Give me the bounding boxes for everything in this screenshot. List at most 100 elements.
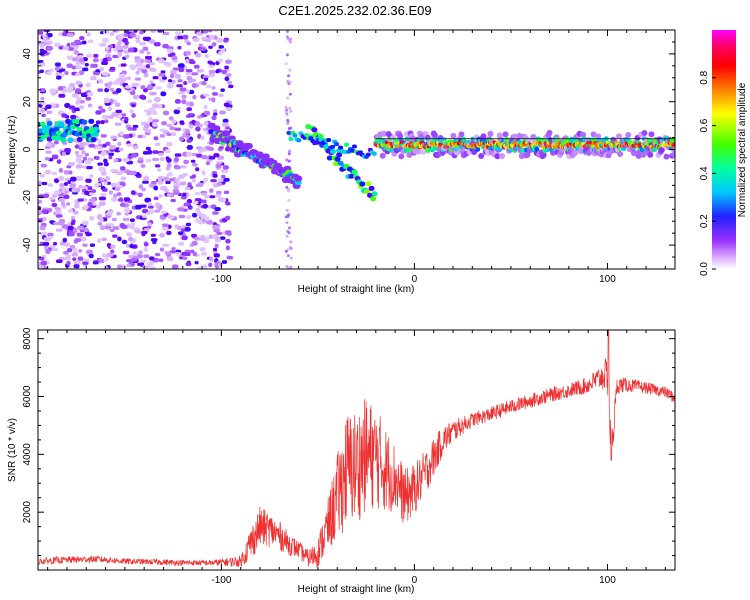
y-tick-label: 40 (22, 48, 33, 60)
heatmap-cell (206, 84, 212, 89)
heatmap-cell (195, 167, 200, 172)
heatmap-cell (200, 252, 207, 256)
heatmap-cell (58, 197, 66, 203)
snr-series-line (38, 330, 675, 567)
heatmap-cell (220, 88, 225, 92)
heatmap-cell (285, 112, 289, 116)
heatmap-cell (224, 76, 230, 82)
colorbar-gradient (712, 30, 736, 269)
heatmap-cell (78, 105, 84, 110)
heatmap-cell (149, 266, 156, 269)
heatmap-cell (53, 190, 60, 196)
heatmap-cell (47, 33, 53, 38)
heatmap-cell (117, 141, 122, 146)
heatmap-cell (100, 108, 106, 113)
heatmap-cell (154, 253, 161, 257)
heatmap-cell (140, 259, 147, 263)
heatmap-cell (148, 39, 156, 44)
heatmap-cell (135, 62, 143, 67)
heatmap-cell (286, 247, 290, 251)
heatmap-cell (38, 210, 43, 215)
heatmap-cell (200, 234, 205, 239)
heatmap-cell (184, 187, 191, 191)
heatmap-cell (226, 73, 232, 78)
heatmap-cell (398, 153, 405, 160)
heatmap-cell (39, 134, 46, 140)
heatmap-cell (88, 198, 96, 203)
heatmap-cell (216, 161, 223, 165)
heatmap-cell (179, 136, 184, 142)
colorbar-tick-label: 0.2 (699, 214, 710, 228)
y-tick-label: 8000 (22, 327, 33, 350)
heatmap-cell (420, 148, 427, 155)
heatmap-cell (73, 260, 81, 265)
heatmap-cell (53, 242, 58, 246)
heatmap-cell (75, 80, 82, 85)
heatmap-cell (415, 148, 422, 155)
heatmap-cell (160, 91, 167, 97)
heatmap-cell (192, 251, 198, 257)
heatmap-cell (66, 247, 73, 253)
heatmap-cell (92, 126, 99, 132)
heatmap-cell (63, 182, 68, 187)
heatmap-cell (161, 121, 167, 126)
heatmap-cell (191, 241, 198, 246)
heatmap-cell (502, 131, 509, 138)
heatmap-cell (648, 131, 655, 138)
snr-panel: -100 0 100 2000 4000 6000 8000 Height of strai… (7, 327, 676, 595)
heatmap-cell (617, 150, 624, 157)
heatmap-cell (62, 237, 68, 243)
heatmap-cell (51, 247, 59, 252)
heatmap-cell (122, 158, 130, 163)
heatmap-cell (130, 190, 136, 195)
heatmap-cell (91, 189, 97, 193)
heatmap-cell (218, 45, 224, 49)
heatmap-cell (475, 146, 481, 152)
heatmap-cell (67, 137, 74, 143)
heatmap-cell (177, 79, 183, 83)
heatmap-cell (129, 64, 136, 70)
heatmap-cell (285, 30, 289, 33)
heatmap-cell (208, 262, 213, 268)
y-tick-label: 20 (22, 96, 33, 108)
heatmap-cell (179, 87, 187, 92)
heatmap-cell (285, 234, 289, 238)
heatmap-cell (135, 71, 140, 75)
heatmap-cell (162, 44, 169, 49)
y-tick-label: 0 (22, 146, 33, 152)
heatmap-cell (305, 124, 312, 130)
heatmap-cell (107, 106, 112, 112)
heatmap-cell (208, 256, 214, 262)
heatmap-cell (380, 130, 387, 137)
heatmap-cell (203, 77, 209, 82)
heatmap-cell (108, 223, 115, 227)
heatmap-cell (100, 134, 107, 138)
heatmap-cell (157, 179, 164, 185)
heatmap-cell (221, 122, 229, 128)
heatmap-cell (183, 202, 190, 207)
heatmap-cell (143, 88, 148, 93)
heatmap-cell (209, 195, 216, 199)
heatmap-cell (218, 93, 224, 97)
heatmap-cell (159, 247, 165, 252)
heatmap-cell (148, 256, 155, 261)
heatmap-cell (191, 72, 199, 76)
heatmap-cell (224, 215, 231, 221)
heatmap-cell (188, 124, 194, 129)
heatmap-cell (191, 83, 197, 89)
heatmap-cell (103, 30, 110, 35)
heatmap-cell (117, 236, 122, 242)
heatmap-cell (223, 169, 229, 174)
heatmap-xlabel: Height of straight line (km) (298, 284, 415, 295)
heatmap-cell (114, 187, 121, 192)
heatmap-cell (312, 141, 318, 146)
heatmap-cell (128, 236, 134, 242)
heatmap-cell (41, 50, 48, 54)
heatmap-cell (118, 147, 124, 152)
heatmap-cell (181, 99, 187, 105)
heatmap-cell (226, 80, 233, 85)
heatmap-cell (86, 53, 93, 58)
y-tick-label: 4000 (22, 443, 33, 466)
heatmap-cell (85, 178, 92, 183)
